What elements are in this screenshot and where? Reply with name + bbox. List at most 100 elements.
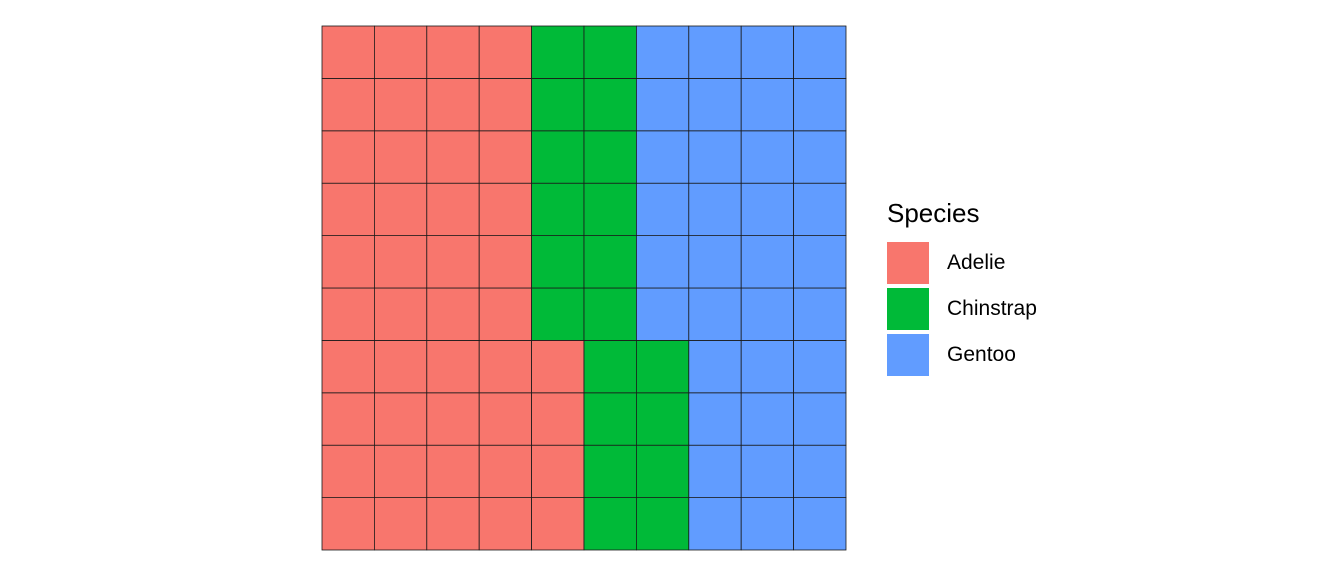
waffle-cell-chinstrap (583, 392, 637, 446)
waffle-cell-adelie (321, 287, 375, 341)
waffle-cell-adelie (373, 182, 428, 236)
waffle-cell-adelie (321, 235, 375, 289)
waffle-cell-adelie (321, 392, 375, 446)
waffle-cell-adelie (531, 444, 585, 499)
waffle-cell-chinstrap (531, 130, 585, 184)
waffle-cell-gentoo (793, 78, 847, 132)
waffle-cell-chinstrap (583, 235, 637, 289)
waffle-cell-gentoo (636, 182, 690, 236)
waffle-cell-chinstrap (636, 444, 690, 499)
waffle-cell-adelie (478, 78, 533, 132)
waffle-cell-gentoo (636, 130, 690, 184)
waffle-cell-gentoo (636, 78, 690, 132)
waffle-cell-chinstrap (583, 444, 637, 499)
waffle-cell-gentoo (740, 287, 795, 341)
waffle-cell-gentoo (740, 392, 795, 446)
waffle-cell-gentoo (793, 25, 847, 79)
waffle-cell-adelie (426, 444, 480, 499)
waffle-cell-adelie (478, 444, 533, 499)
waffle-cell-adelie (373, 497, 428, 551)
waffle-cell-adelie (531, 392, 585, 446)
waffle-cell-chinstrap (636, 497, 690, 551)
waffle-cell-adelie (373, 392, 428, 446)
waffle-cell-gentoo (740, 497, 795, 551)
waffle-cell-adelie (426, 235, 480, 289)
waffle-cell-adelie (426, 25, 480, 79)
waffle-cell-gentoo (793, 339, 847, 394)
waffle-cell-gentoo (688, 25, 742, 79)
waffle-cell-gentoo (688, 392, 742, 446)
legend-key-gentoo (887, 334, 929, 376)
waffle-cell-adelie (531, 339, 585, 394)
legend-item-chinstrap: Chinstrap (887, 286, 1037, 332)
waffle-cell-gentoo (793, 235, 847, 289)
waffle-cell-adelie (373, 287, 428, 341)
waffle-cell-adelie (478, 339, 533, 394)
waffle-cell-adelie (478, 287, 533, 341)
waffle-cell-chinstrap (583, 25, 637, 79)
waffle-cell-adelie (426, 287, 480, 341)
legend-label-adelie: Adelie (947, 251, 1006, 274)
waffle-cell-chinstrap (531, 235, 585, 289)
waffle-cell-adelie (321, 182, 375, 236)
waffle-cell-gentoo (793, 444, 847, 499)
waffle-cell-adelie (373, 339, 428, 394)
waffle-cell-gentoo (688, 235, 742, 289)
waffle-cell-adelie (373, 444, 428, 499)
legend-key-chinstrap (887, 288, 929, 330)
waffle-cell-adelie (478, 182, 533, 236)
waffle-cell-adelie (478, 130, 533, 184)
waffle-cell-chinstrap (583, 287, 637, 341)
waffle-cell-adelie (373, 78, 428, 132)
waffle-cell-chinstrap (531, 78, 585, 132)
waffle-cell-gentoo (688, 78, 742, 132)
waffle-cell-gentoo (740, 339, 795, 394)
waffle-cell-chinstrap (583, 339, 637, 394)
legend-key-adelie (887, 242, 929, 284)
waffle-cell-adelie (426, 392, 480, 446)
waffle-cell-adelie (321, 130, 375, 184)
legend-title: Species (887, 198, 980, 228)
waffle-cell-adelie (478, 235, 533, 289)
waffle-cell-chinstrap (583, 78, 637, 132)
waffle-cell-chinstrap (531, 287, 585, 341)
legend-label-gentoo: Gentoo (947, 343, 1016, 366)
waffle-cell-adelie (321, 444, 375, 499)
waffle-cell-gentoo (740, 182, 795, 236)
legend-item-gentoo: Gentoo (887, 332, 1037, 378)
waffle-cell-gentoo (688, 287, 742, 341)
waffle-cell-adelie (426, 339, 480, 394)
waffle-cell-gentoo (740, 130, 795, 184)
legend-label-chinstrap: Chinstrap (947, 297, 1037, 320)
waffle-cell-gentoo (793, 497, 847, 551)
waffle-cell-adelie (321, 25, 375, 79)
waffle-cell-gentoo (688, 130, 742, 184)
legend: Species Adelie Chinstrap Gentoo (887, 196, 1037, 378)
waffle-cell-gentoo (636, 235, 690, 289)
waffle-cell-gentoo (636, 25, 690, 79)
waffle-cell-adelie (373, 235, 428, 289)
waffle-cell-gentoo (740, 444, 795, 499)
waffle-cell-adelie (531, 497, 585, 551)
waffle-cell-adelie (478, 497, 533, 551)
waffle-cell-chinstrap (583, 130, 637, 184)
waffle-cell-adelie (478, 392, 533, 446)
waffle-cell-adelie (426, 182, 480, 236)
waffle-cell-adelie (373, 25, 428, 79)
waffle-cell-gentoo (688, 182, 742, 236)
waffle-cell-gentoo (636, 287, 690, 341)
waffle-cell-adelie (321, 78, 375, 132)
legend-item-adelie: Adelie (887, 240, 1037, 286)
waffle-cell-adelie (426, 130, 480, 184)
waffle-cell-adelie (478, 25, 533, 79)
waffle-cell-chinstrap (583, 497, 637, 551)
waffle-cell-gentoo (740, 78, 795, 132)
waffle-cell-gentoo (793, 182, 847, 236)
waffle-cell-chinstrap (583, 182, 637, 236)
waffle-cell-adelie (373, 130, 428, 184)
waffle-cell-gentoo (740, 25, 795, 79)
waffle-cell-chinstrap (531, 182, 585, 236)
waffle-cell-gentoo (793, 392, 847, 446)
waffle-cell-gentoo (688, 444, 742, 499)
waffle-cell-adelie (321, 339, 375, 394)
